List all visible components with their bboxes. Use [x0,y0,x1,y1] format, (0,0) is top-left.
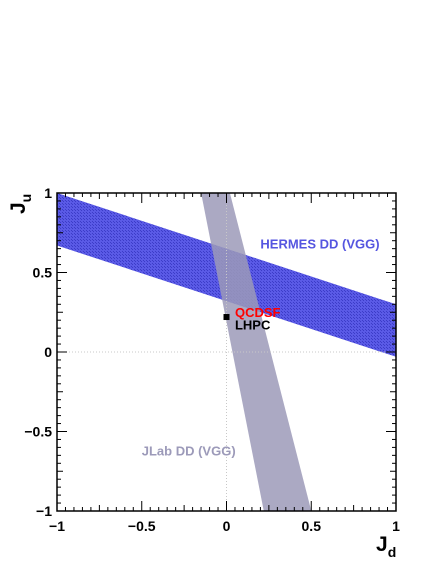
y-tick-label: −0.5 [24,424,52,440]
svg-text:Jd: Jd [376,533,396,560]
point-qcdsf [223,314,230,321]
x-tick-label: 1 [392,518,400,534]
y-tick-label: −1 [36,503,52,519]
x-axis-label: Jd [376,533,396,560]
y-axis-label: Ju [7,194,34,214]
y-tick-label: 0 [44,344,52,360]
zero-lines-layer [57,193,396,511]
annotation-jlab-dd-vgg: JLab DD (VGG) [142,443,236,458]
x-tick-label: 0 [223,518,231,534]
tick-labels-layer: −1 −0.5 0 0.5 1 −1 −0.5 0 0.5 1 [24,185,400,534]
x-axis-label-main: J [376,533,388,556]
annotation-qcdsf: QCDSF [235,305,281,320]
annotation-lhpc: LHPC [235,318,271,333]
x-tick-label: 0.5 [302,518,322,534]
x-tick-label: −0.5 [128,518,156,534]
svg-text:Ju: Ju [7,194,34,214]
y-axis-label-main: J [7,202,30,214]
y-tick-label: 1 [44,185,52,201]
points-layer [223,314,230,321]
y-axis-label-sub: u [18,194,34,203]
ticks-layer [56,192,397,512]
annotation-hermes-dd-vgg: HERMES DD (VGG) [260,237,379,252]
x-tick-label: −1 [49,518,65,534]
x-axis-label-sub: d [388,544,397,560]
band-jlab-dd-vgg [201,193,312,511]
y-tick-label: 0.5 [33,265,53,281]
